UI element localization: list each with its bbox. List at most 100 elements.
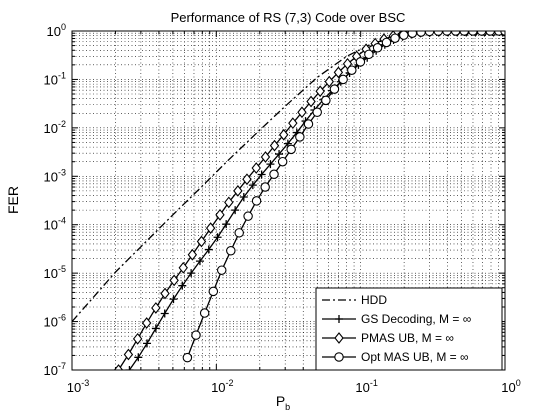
x-axis-label-subscript: b — [285, 402, 290, 412]
x-axis-label-main: P — [276, 393, 285, 409]
circle-marker — [286, 144, 296, 155]
plus-marker — [160, 309, 169, 318]
diamond-marker — [288, 117, 298, 130]
tick-base: 10 — [355, 380, 369, 395]
plus-marker — [204, 245, 213, 254]
diamond-marker — [306, 95, 316, 108]
tick-base: 10 — [501, 380, 515, 395]
circle-marker — [303, 119, 314, 129]
circle-marker — [329, 84, 340, 94]
diamond-marker — [260, 151, 271, 163]
tick-exponent: 0 — [516, 378, 521, 388]
tick-base: 10 — [67, 380, 81, 395]
diamond-marker — [224, 196, 234, 209]
circle-marker — [476, 31, 487, 36]
legend-label: PMAS UB, M = ∞ — [361, 331, 454, 345]
legend-label: GS Decoding, M = ∞ — [361, 312, 471, 326]
plus-marker — [195, 257, 204, 266]
y-tick-label: 10-7 — [44, 361, 66, 378]
x-tick-label: 10-3 — [67, 378, 89, 395]
tick-base: 10 — [44, 169, 58, 184]
plus-marker — [239, 192, 248, 201]
circle-marker — [243, 211, 253, 221]
diamond-marker — [132, 332, 143, 345]
circle-marker — [251, 196, 262, 206]
circle-marker — [416, 31, 426, 37]
tick-exponent: -4 — [58, 216, 66, 226]
diamond-marker — [334, 332, 344, 344]
y-tick-label: 10-1 — [44, 70, 66, 87]
circle-marker — [321, 95, 331, 106]
circle-marker — [208, 286, 219, 297]
circle-marker — [199, 308, 210, 318]
circle-marker — [216, 265, 227, 275]
legend-item: PMAS UB, M = ∞ — [322, 331, 454, 345]
diamond-marker — [297, 106, 307, 119]
circle-marker — [338, 74, 348, 85]
circle-marker — [295, 132, 305, 142]
legend-item: Opt MAS UB, M = ∞ — [322, 350, 469, 364]
circle-marker — [450, 31, 461, 36]
tick-exponent: -3 — [81, 378, 89, 388]
circle-marker — [390, 33, 400, 43]
y-tick-label: 10-6 — [44, 313, 66, 330]
legend-box — [315, 287, 503, 371]
tick-labels: 10-3 10-2 10-1 10010010-110-210-310-410-510… — [44, 22, 521, 395]
legend-item: HDD — [322, 293, 387, 307]
plus-marker — [257, 170, 266, 179]
diamond-marker — [205, 222, 216, 235]
tick-exponent: -7 — [58, 361, 66, 371]
legend: HDD GS Decoding, M = ∞ PMAS UB, M = ∞ Opt M… — [315, 287, 503, 371]
diamond-marker — [151, 302, 161, 314]
diamond-marker — [269, 139, 280, 152]
tick-base: 10 — [47, 24, 61, 39]
circle-marker — [334, 352, 344, 362]
diamond-marker — [215, 208, 225, 221]
plus-marker — [134, 353, 143, 362]
diamond-marker — [333, 66, 344, 79]
diamond-marker — [315, 85, 325, 98]
tick-exponent: -5 — [58, 264, 66, 274]
tick-exponent: -1 — [370, 378, 378, 388]
legend-item: GS Decoding, M = ∞ — [322, 312, 471, 326]
diamond-marker — [324, 75, 334, 88]
plus-marker — [266, 160, 275, 169]
y-tick-label: 10-4 — [44, 216, 66, 233]
plus-marker — [213, 233, 222, 242]
circle-marker — [191, 330, 201, 340]
circle-marker — [468, 31, 478, 36]
circle-marker — [277, 156, 288, 167]
plus-marker — [151, 324, 160, 333]
tick-base: 10 — [44, 363, 58, 378]
diamond-marker — [169, 274, 179, 287]
circle-marker — [399, 31, 409, 40]
circle-marker — [226, 245, 236, 256]
plot-frame — [71, 30, 506, 371]
tick-exponent: -2 — [226, 378, 234, 388]
series-3 — [182, 31, 505, 363]
plus-marker — [178, 281, 187, 290]
y-tick-label: 10-2 — [44, 119, 66, 136]
diamond-marker — [196, 235, 207, 248]
diamond-marker — [279, 128, 289, 141]
tick-exponent: -1 — [58, 70, 66, 80]
plus-marker — [187, 269, 196, 278]
diamond-marker — [123, 348, 134, 361]
tick-base: 10 — [44, 218, 58, 233]
circle-marker — [372, 43, 383, 53]
x-tick-label: 10-2 — [211, 378, 233, 395]
diamond-marker — [160, 287, 170, 300]
diamond-marker — [178, 261, 188, 274]
plus-marker — [222, 220, 231, 229]
circle-marker — [234, 228, 244, 238]
x-axis-label: Pb — [276, 393, 290, 412]
circle-marker — [459, 31, 469, 36]
tick-exponent: -2 — [58, 119, 66, 129]
tick-exponent: -3 — [58, 167, 66, 177]
plus-marker — [248, 181, 257, 190]
tick-base: 10 — [44, 121, 58, 136]
circle-marker — [312, 107, 322, 118]
tick-base: 10 — [44, 315, 58, 330]
diamond-marker — [233, 184, 243, 197]
y-axis-label: FER — [5, 186, 21, 214]
